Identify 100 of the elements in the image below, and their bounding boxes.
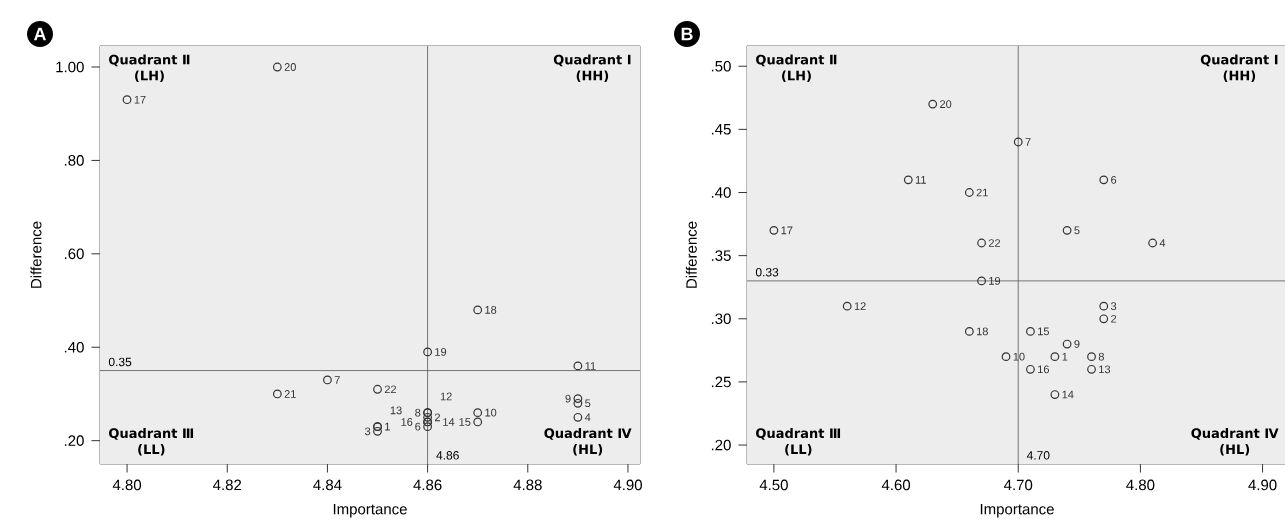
x-tick-label: 4.88	[513, 479, 542, 491]
y-tick-label: .20	[711, 439, 731, 451]
y-tick-label: .80	[64, 155, 84, 166]
ref-line-label: 0.33	[755, 267, 779, 277]
series-label: 13	[1099, 365, 1111, 374]
x-axis-title: Importance	[980, 503, 1054, 518]
y-tick-label: .35	[711, 250, 731, 261]
series-label: 6	[415, 422, 421, 431]
series-label: 15	[1038, 327, 1049, 336]
series-label: 16	[401, 418, 413, 426]
point	[573, 398, 583, 408]
chart-title: B	[681, 27, 693, 41]
x-tick-label: 4.80	[1126, 479, 1155, 491]
point	[1099, 175, 1109, 185]
y-tick-label: .45	[711, 124, 731, 135]
series-label: 16	[1038, 365, 1049, 374]
point	[964, 327, 974, 336]
series-label: 9	[565, 394, 571, 403]
y-tick-label: .30	[711, 313, 731, 325]
y-axis-title: Difference	[685, 221, 697, 288]
point	[1001, 352, 1011, 362]
x-tick-label: 4.60	[881, 479, 911, 491]
ref-line-label: 4.70	[1026, 451, 1050, 460]
annotation: Quadrant Ⅰ	[1200, 54, 1278, 67]
annotation: (LH)	[782, 70, 811, 82]
series-label: 14	[1062, 390, 1074, 399]
point	[977, 276, 986, 286]
series-label: 12	[854, 302, 866, 310]
point	[272, 62, 282, 72]
point	[573, 412, 583, 422]
series-label: 2	[434, 413, 440, 422]
annotation: (HL)	[573, 444, 603, 456]
series-label: 17	[134, 95, 146, 104]
series-label: 9	[1074, 340, 1080, 348]
point	[1026, 327, 1035, 336]
annotation: Quadrant Ⅱ	[756, 54, 837, 67]
annotation: (LH)	[135, 70, 164, 82]
series-label: 11	[585, 362, 596, 370]
point	[1050, 390, 1060, 399]
series-label: 10	[1013, 352, 1025, 361]
series-label: 18	[977, 327, 988, 336]
series-label: 20	[940, 100, 952, 108]
point	[373, 384, 382, 394]
point	[1099, 314, 1109, 324]
y-tick-label: .20	[64, 435, 84, 446]
x-tick-label: 4.70	[1003, 479, 1033, 491]
ref-line-label: 4.86	[436, 451, 459, 460]
series-label: 2	[1111, 314, 1117, 323]
annotation: Quadrant Ⅱ	[109, 54, 190, 67]
annotation: (LL)	[785, 444, 812, 456]
series-label: 1	[385, 422, 390, 431]
point	[473, 305, 483, 315]
x-tick-label: 4.84	[313, 479, 342, 491]
point	[1013, 137, 1023, 147]
x-tick-label: 4.80	[112, 479, 142, 491]
y-tick-label: .25	[711, 376, 731, 388]
series-label: 21	[976, 188, 988, 197]
chart-title: A	[33, 27, 47, 41]
point	[1099, 301, 1109, 311]
y-tick-label: .40	[64, 341, 84, 353]
series-label: 5	[1074, 226, 1080, 235]
y-axis-title: Difference	[30, 221, 42, 288]
series-label: 21	[284, 390, 296, 398]
series-label: 4	[584, 413, 591, 422]
point	[423, 422, 433, 432]
x-tick-label: 4.50	[759, 479, 788, 491]
point	[769, 225, 779, 235]
point	[423, 412, 433, 422]
series-label: 22	[384, 385, 397, 394]
series-label: 13	[390, 406, 402, 415]
annotation: Quadrant Ⅳ	[544, 428, 632, 440]
series-label: 7	[334, 376, 340, 384]
series-label: 19	[989, 276, 1001, 285]
point	[323, 375, 332, 385]
series-label: 3	[1110, 302, 1117, 311]
point	[1062, 225, 1072, 235]
point	[573, 361, 583, 371]
ref-line-label: 0.35	[108, 357, 132, 367]
point	[1026, 364, 1035, 374]
series-label: 15	[459, 418, 471, 426]
series-label: 8	[1098, 352, 1104, 361]
series-label: 8	[415, 408, 421, 417]
series-label: 11	[915, 176, 926, 184]
series-label: 5	[585, 399, 591, 408]
point	[473, 417, 483, 427]
point	[977, 238, 986, 248]
annotation: (HL)	[1220, 444, 1250, 456]
x-axis-title: Importance	[333, 503, 407, 518]
y-tick-label: .50	[711, 60, 731, 72]
point	[1087, 364, 1096, 374]
y-tick-label: 1.00	[56, 61, 84, 73]
annotation: Quadrant Ⅰ	[553, 54, 631, 67]
series-label: 20	[284, 63, 296, 71]
series-label: 6	[1111, 175, 1117, 184]
series-label: 17	[781, 226, 793, 235]
series-label: 7	[1025, 138, 1031, 146]
series-label: 12	[440, 392, 452, 401]
series-label: 3	[365, 427, 371, 436]
series-label: 10	[485, 408, 497, 417]
x-tick-label: 4.90	[1248, 479, 1277, 491]
